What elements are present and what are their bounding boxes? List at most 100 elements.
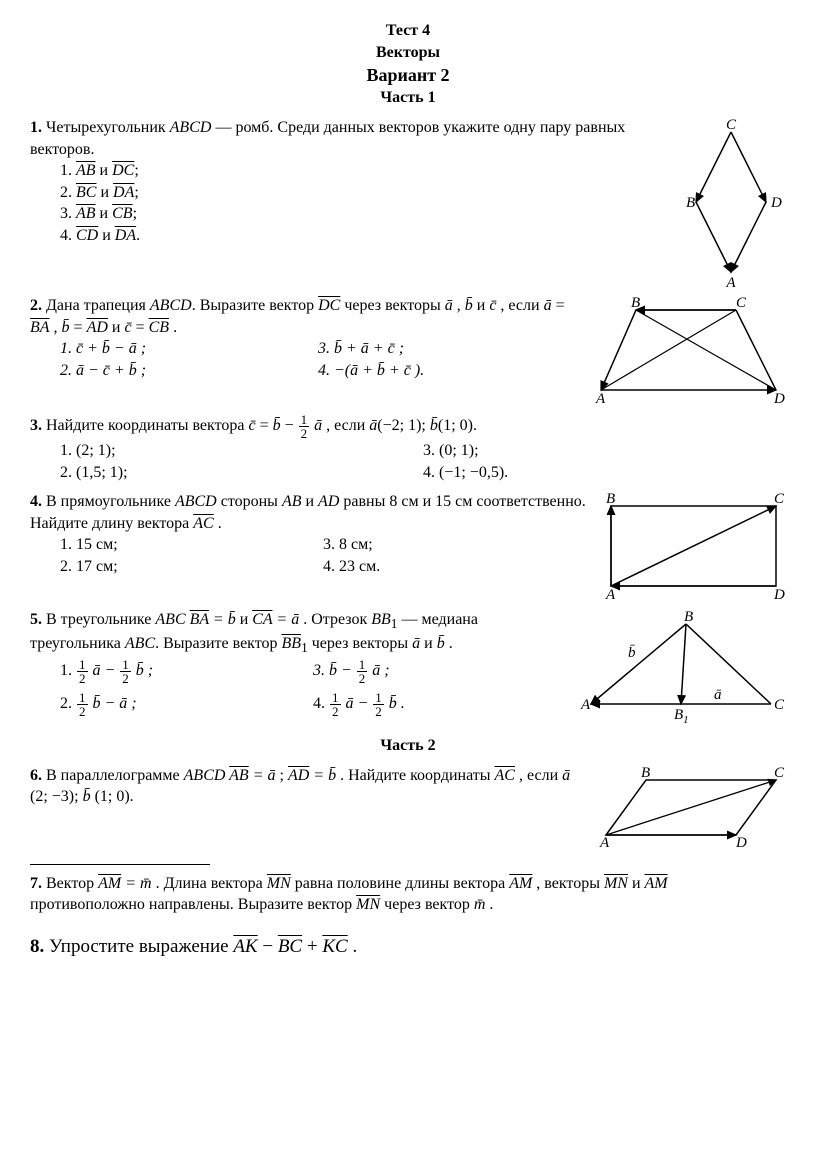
q1-o2n: 2. [60,184,76,201]
q1-o2e: ; [134,184,138,201]
svg-text:ā: ā [714,687,722,703]
q2-opt1: 1. c̄ + b̄ − ā ; [60,338,318,360]
svg-text:A: A [725,275,736,287]
svg-text:A: A [595,391,606,405]
q5-t2: . Отрезок [299,611,371,628]
svg-text:B: B [606,491,615,507]
q1-o2b: DA [113,184,134,201]
q4-and: и [301,493,318,510]
q1-o4m: и [98,227,115,244]
q4-opt3: 3. 8 см; [323,534,586,556]
q3-fd: 2 [299,427,310,440]
question-8: 8. Упростите выражение AK − BC + KC . [30,934,786,960]
q1-o1e: ; [134,162,138,179]
q3-t1: Найдите координаты вектора [42,417,248,434]
q1-text-a: Четырехугольник [42,119,170,136]
q5-abc: ABC [155,611,189,628]
divider [30,864,210,865]
q4-figure-rectangle: A B C D [596,491,786,601]
q2-eq3: = [132,319,149,336]
q7-am: AM [98,875,121,892]
q1-o3b: CB [112,205,132,222]
q2-figure-trapezoid: A B C D [586,295,786,405]
q2-cb: CB [149,319,169,336]
q1-o3n: 3. [60,205,76,222]
q7-eqm: = m̄ [121,875,151,892]
q5-o4b: b̄ . [385,695,405,712]
q3-fn: 1 [299,413,310,427]
q6-eqb: = b̄ [309,767,336,784]
svg-text:D: D [770,195,782,211]
q7-am2: AM [509,875,532,892]
q5-t5: через векторы [308,635,412,652]
svg-text:B: B [686,195,695,211]
q1-o4e: . [136,227,140,244]
q7-t1: Вектор [42,875,98,892]
q2-eq3a: c̄ [124,319,131,336]
svg-text:C: C [774,491,785,507]
svg-text:C: C [736,295,747,311]
q4-opt2: 2. 17 см; [60,556,323,578]
q5-ca: CA [252,611,272,628]
svg-text:b̄: b̄ [628,645,636,661]
svg-text:B1: B1 [674,707,689,726]
q2-t1: Дана трапеция [42,297,150,314]
q6-ad: AD [288,767,309,784]
q5-t4: . Выразите вектор [155,635,281,652]
q7-and: и [628,875,645,892]
q7-mv: m̄ [474,896,486,913]
q3-minus: − [281,417,298,434]
svg-text:A: A [580,697,591,713]
q5-figure-triangle: B A C B1 b̄ ā [576,609,786,729]
q6-bc1: (1; 0). [91,788,134,805]
svg-text:B: B [641,765,650,781]
q4-opt1: 1. 15 см; [60,534,323,556]
q2-t3: через векторы [340,297,444,314]
q4-t2: стороны [217,493,282,510]
q4-ad: AD [318,493,339,510]
q1-o1n: 1. [60,162,76,179]
q6-bv: b̄ [83,788,91,805]
svg-text:C: C [774,697,785,713]
q8-t1: Упростите выражение [44,936,233,957]
q4-ab: AB [282,493,302,510]
q5-t6: . [445,635,453,652]
q5-o2a: b̄ − ā ; [89,695,137,712]
q1-o3e: ; [133,205,137,222]
q5-o3p: 3. b̄ − [313,662,356,679]
q5-sub1v: 1 [301,641,308,656]
svg-text:D: D [773,391,785,405]
q2-opt4: 4. −(ā + b̄ + c̄ ). [318,360,576,382]
q3-c: c̄ [248,417,255,434]
q6-t3: , если [515,767,562,784]
q5-eqb: = b̄ [209,611,236,628]
q1-num: 1. [30,119,42,136]
q7-mn: MN [267,875,291,892]
q1-o2m: и [96,184,113,201]
q5-o2p: 2. [60,695,76,712]
q6-eqa: = ā [249,767,276,784]
q4-t4: . [214,515,222,532]
q2-opt3: 3. b̄ + ā + c̄ ; [318,338,576,360]
q2-t6: и [108,319,125,336]
q8-num: 8. [30,936,44,957]
question-1: 1. Четырехугольник ABCD — ромб. Среди да… [30,117,786,287]
q4-num: 4. [30,493,42,510]
q3-ac: (−2; 1); [377,417,430,434]
q6-t2: . Найдите координаты [336,767,494,784]
q4-abcd: ABCD [175,493,217,510]
q2-sep1: , [453,297,465,314]
q5-num: 5. [30,611,42,628]
q5-bv: b̄ [437,635,445,652]
q4-opt4: 4. 23 см. [323,556,586,578]
q3-a: ā [310,417,322,434]
q3-b: b̄ [273,417,281,434]
q2-t5: , [50,319,62,336]
q3-opt2: 2. (1,5; 1); [60,462,423,484]
q5-bb1v: BB [282,635,302,652]
variant: Вариант 2 [30,63,786,87]
part2-title: Часть 2 [30,735,786,757]
q6-t1: В параллелограмме [42,767,184,784]
svg-text:B: B [631,295,640,311]
q2-b: b̄ [465,297,473,314]
